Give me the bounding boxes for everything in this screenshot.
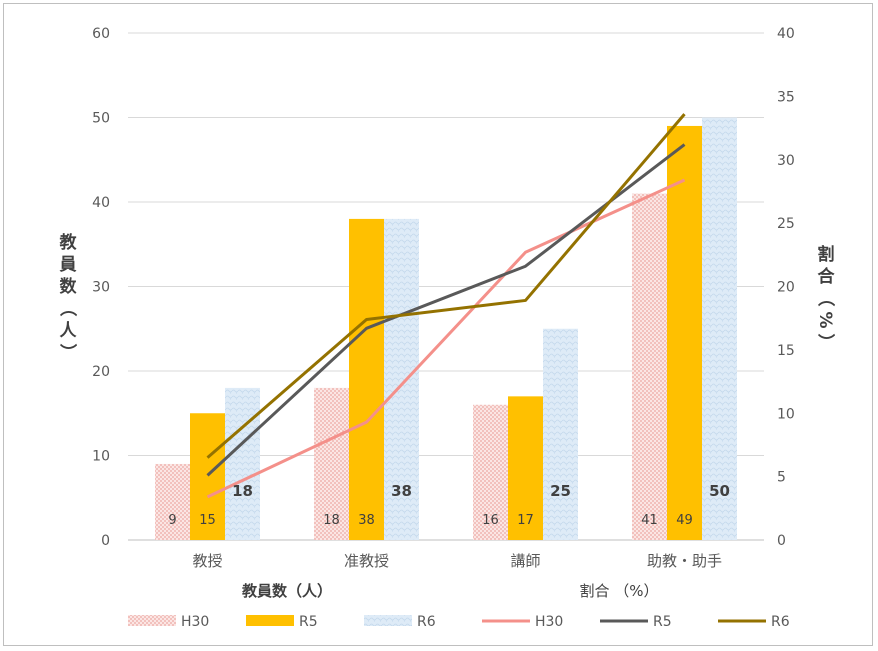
x-category-label: 助教・助手 <box>647 552 722 570</box>
bar-r6 <box>384 218 419 540</box>
bar-r6 <box>702 117 737 540</box>
legend-label: R5 <box>653 614 672 630</box>
y-right-tick-label: 5 <box>777 470 786 486</box>
y-axis-title-left-char: 教 <box>59 232 78 253</box>
bar-layer <box>155 117 737 541</box>
line-layer <box>206 113 686 499</box>
legend-label: H30 <box>181 614 209 630</box>
y-right-tick-label: 15 <box>777 343 795 359</box>
y-right-tick-label: 25 <box>777 216 795 232</box>
legend-swatch-bar-r6 <box>364 615 412 626</box>
y-axis-title-left-char: 数 <box>60 276 78 297</box>
bar-data-label: 50 <box>709 482 730 500</box>
legend-swatch-bar-h30 <box>128 615 176 626</box>
y-axis-title-right-char: （ <box>815 290 836 307</box>
legend-label: R6 <box>417 614 436 630</box>
y-axis-title-right-char: 合 <box>818 266 836 287</box>
y-right-tick-label: 30 <box>777 153 795 169</box>
bar-data-label: 18 <box>323 513 340 528</box>
bar-data-label: 15 <box>199 513 216 528</box>
line-r6 <box>206 113 686 459</box>
y-right-tick-label: 35 <box>777 89 795 105</box>
legend-swatch-bar-r5 <box>246 615 294 626</box>
bar-r5 <box>190 413 225 540</box>
bar-data-label: 49 <box>676 513 693 528</box>
bar-data-label: 38 <box>391 482 412 500</box>
y-left-tick-label: 10 <box>92 449 110 465</box>
x-axis-title-left: 教員数（人） <box>241 582 332 600</box>
y-right-tick-label: 10 <box>777 406 795 422</box>
y-axis-title-right-char: % <box>815 311 835 328</box>
y-left-tick-label: 60 <box>92 26 110 42</box>
y-left-tick-label: 50 <box>92 111 110 127</box>
y-axis-title-left-char: （ <box>57 300 78 317</box>
bar-data-label: 9 <box>168 513 176 528</box>
y-axis-title-right-char: 割 <box>818 244 835 265</box>
bar-h30 <box>632 193 667 541</box>
legend-label: H30 <box>535 614 563 630</box>
legend: H30 R5 R6 H30 R5 R6 <box>128 614 790 630</box>
y-right-tick-label: 0 <box>777 533 786 549</box>
y-left-tick-label: 30 <box>92 280 110 296</box>
x-category-label: 講師 <box>510 552 540 570</box>
y-left-tick-label: 40 <box>92 195 110 211</box>
label-layer: 0 10 20 30 40 50 60 0 5 10 15 20 25 30 35 40 9 18 16 41 15 38… <box>57 26 836 600</box>
y-left-tick-label: 0 <box>101 533 110 549</box>
x-category-label: 教授 <box>192 552 222 570</box>
y-right-tick-label: 40 <box>777 26 795 42</box>
y-axis-title-right-char: ） <box>815 334 836 351</box>
x-category-label: 准教授 <box>344 552 389 570</box>
bar-h30 <box>155 463 190 540</box>
bar-r6 <box>543 328 578 540</box>
bar-h30 <box>473 404 508 540</box>
chart-frame: 0 10 20 30 40 50 60 0 5 10 15 20 25 30 35 40 9 18 16 41 15 38… <box>3 3 873 646</box>
line-h30 <box>206 178 686 499</box>
bar-r5 <box>508 396 543 540</box>
legend-label: R6 <box>771 614 790 630</box>
bar-r5 <box>667 125 702 540</box>
bar-data-label: 16 <box>482 513 499 528</box>
bar-data-label: 41 <box>641 513 658 528</box>
y-axis-title-left-char: 人 <box>60 321 78 341</box>
bar-r6 <box>225 387 260 540</box>
bar-data-label: 25 <box>550 482 571 500</box>
y-left-tick-label: 20 <box>92 364 110 380</box>
x-axis-title-right: 割合 （%） <box>579 582 658 600</box>
bar-data-label: 17 <box>517 513 534 528</box>
bar-h30 <box>314 387 349 540</box>
bar-data-label: 38 <box>358 513 375 528</box>
combo-chart: 0 10 20 30 40 50 60 0 5 10 15 20 25 30 35 40 9 18 16 41 15 38… <box>57 26 836 630</box>
y-axis-title-left-char: 員 <box>59 255 77 275</box>
legend-label: R5 <box>299 614 318 630</box>
y-right-tick-label: 20 <box>777 280 795 296</box>
y-axis-title-left-char: ） <box>57 344 78 361</box>
bar-r5 <box>349 218 384 540</box>
bar-data-label: 18 <box>232 482 253 500</box>
